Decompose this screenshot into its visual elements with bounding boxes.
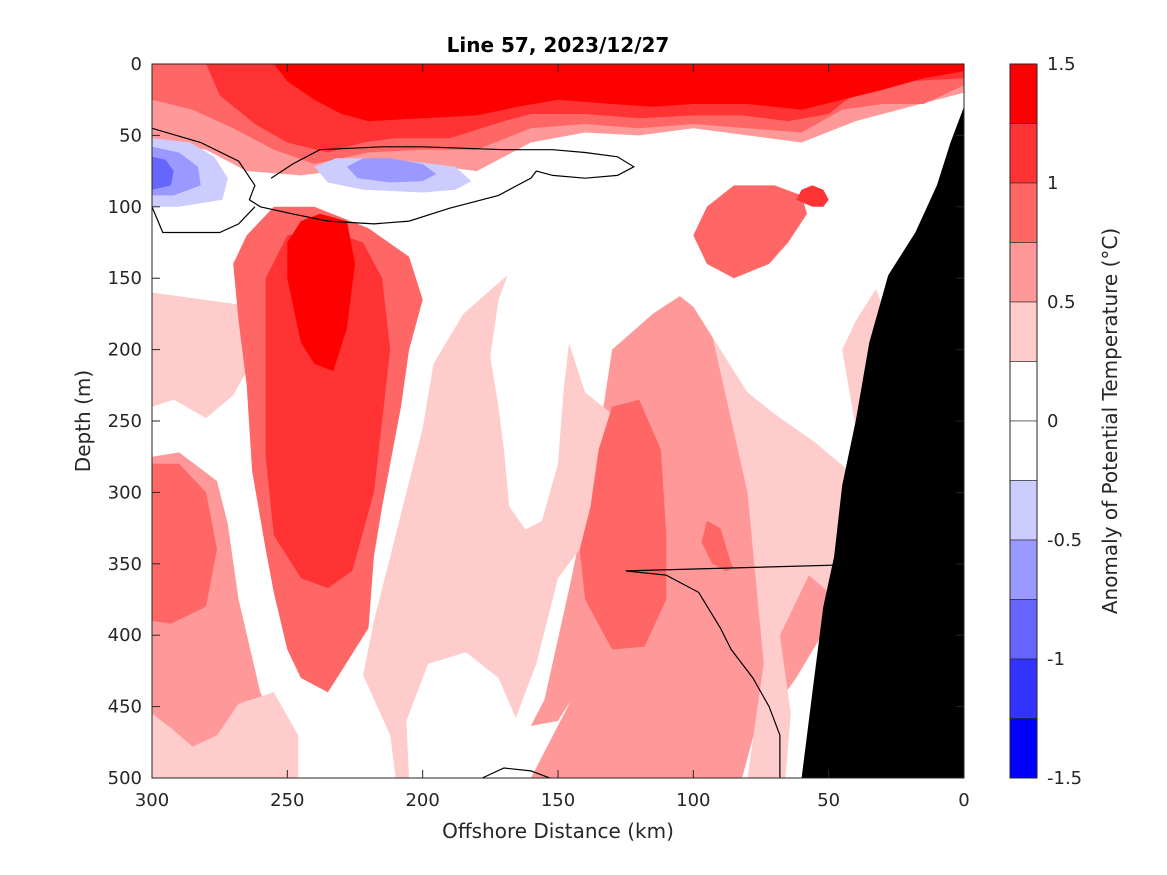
contour-region-anom-0.5-mid [152, 463, 217, 624]
x-tick-label: 150 [541, 790, 575, 811]
colorbar-tick-label: -0.5 [1047, 530, 1082, 551]
y-axis-title: Depth (m) [71, 370, 95, 472]
colorbar-swatch [1009, 480, 1038, 541]
zero-contour-line-1 [152, 127, 636, 225]
contour-region-neg-west-0.75 [152, 156, 174, 190]
y-tick-label: 0 [131, 54, 142, 75]
y-tick-label: 50 [119, 125, 142, 146]
colorbar-ticks: 1.5 1 0.5 0 -0.5 -1 -1.5 [1047, 54, 1082, 789]
colorbar-tick-label: 1 [1047, 173, 1058, 194]
colorbar-label: Anomaly of Potential Temperature (°C) [1098, 228, 1122, 614]
chart-title: Line 57, 2023/12/27 [447, 33, 670, 57]
contour-region-anom-1.0-mid [579, 399, 667, 650]
colorbar-swatch [1009, 123, 1038, 184]
y-tick-label: 350 [108, 554, 142, 575]
contour-region-anom-1.5-core [287, 213, 355, 371]
x-axis: 300 250 200 150 100 50 0 [135, 64, 970, 811]
x-tick-label: 100 [676, 790, 710, 811]
contour-region-anom-pocket-1.0 [693, 185, 807, 279]
y-tick-label: 450 [108, 697, 142, 718]
x-tick-label: 250 [270, 790, 304, 811]
colorbar-swatch [1009, 718, 1038, 779]
colorbar-tick-label: 0 [1047, 411, 1058, 432]
colorbar-tick-label: -1.5 [1047, 768, 1082, 789]
zero-contour-line-2 [152, 206, 256, 234]
x-tick-label: 300 [135, 790, 169, 811]
colorbar-swatch [1009, 242, 1038, 303]
colorbar: 1.5 1 0.5 0 -0.5 -1 -1.5 [1009, 54, 1082, 789]
x-tick-label: 200 [405, 790, 439, 811]
colorbar-swatch [1009, 420, 1038, 481]
plot-area [151, 63, 965, 779]
contour-region-anom-0.25-south [152, 692, 299, 778]
y-tick-label: 100 [108, 197, 142, 218]
zero-contour-line-3 [481, 767, 551, 778]
zero-contour-line-5 [625, 563, 883, 778]
contour-region-anom-pocket-1.25 [796, 185, 829, 207]
y-tick-label: 250 [108, 411, 142, 432]
land-mask [801, 106, 964, 778]
y-tick-label: 200 [108, 340, 142, 361]
y-axis: 0 50 100 150 200 250 300 350 400 450 500 [108, 54, 964, 789]
colorbar-swatch [1009, 539, 1038, 600]
contour-region-anom-1.0-small [701, 521, 734, 571]
y-tick-label: 500 [108, 768, 142, 789]
contour-fill-layer [152, 64, 964, 778]
x-tick-label: 50 [817, 790, 840, 811]
y-tick-label: 150 [108, 268, 142, 289]
colorbar-swatch [1009, 182, 1038, 243]
contour-region-anom-white-central [406, 652, 572, 778]
y-tick-label: 400 [108, 625, 142, 646]
contour-region-anom-0.75 [152, 246, 883, 778]
colorbar-tick-label: 0.5 [1047, 292, 1076, 313]
colorbar-swatch [1009, 301, 1038, 362]
colorbar-frame [1009, 63, 1038, 779]
colorbar-tick-label: 1.5 [1047, 54, 1076, 75]
contour-region-anom-0.25-west-mid [152, 292, 255, 419]
colorbar-swatches [1009, 63, 1038, 779]
y-tick-label: 300 [108, 482, 142, 503]
contour-region-neg-mid-0.5 [346, 158, 437, 183]
land-mask-layer [801, 106, 964, 778]
x-tick-label: 0 [958, 790, 969, 811]
colorbar-swatch [1009, 599, 1038, 660]
colorbar-swatch [1009, 63, 1038, 124]
contour-region-anom-surface-1.5 [273, 64, 964, 122]
contour-region-anom-white-upper-central [490, 228, 572, 530]
colorbar-swatch [1009, 658, 1038, 719]
zero-contour-layer [152, 127, 884, 778]
colorbar-swatch [1009, 361, 1038, 422]
x-axis-title: Offshore Distance (km) [442, 819, 674, 843]
colorbar-tick-label: -1 [1047, 649, 1065, 670]
